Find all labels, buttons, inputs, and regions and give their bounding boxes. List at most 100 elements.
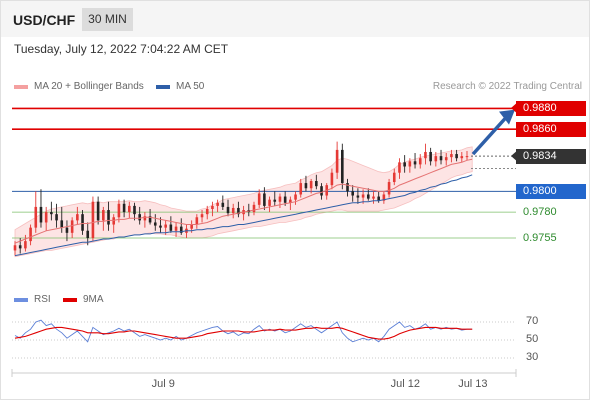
candle-body	[450, 154, 453, 158]
candle-body	[96, 201, 100, 221]
candle-body	[346, 183, 349, 192]
x-tick-label: Jul 13	[458, 378, 488, 390]
level-label-0-9834: 0.9834	[516, 148, 586, 164]
forecast-arrow-shaft	[471, 117, 507, 156]
candle-body	[403, 162, 406, 167]
symbol-title: USD/CHF	[13, 12, 76, 28]
rsi-tick-label: 70	[526, 315, 539, 327]
candle-body	[460, 156, 464, 159]
candle-body	[231, 207, 235, 214]
level-tag-pointer	[511, 148, 519, 163]
candle-body	[133, 205, 136, 215]
candle-body	[18, 245, 22, 249]
candle-body	[226, 206, 230, 214]
ma50-legend-swatch	[156, 85, 170, 89]
rsi-tick-label: 30	[526, 351, 539, 363]
candle-body	[44, 212, 48, 223]
candle-body	[377, 196, 380, 201]
candle-body	[398, 162, 401, 173]
credit-text: Research © 2022 Trading Central	[432, 81, 582, 92]
rsi-ma-legend-swatch	[63, 298, 77, 302]
candle-body	[237, 207, 240, 215]
candle-body	[117, 203, 121, 218]
candle-body	[159, 225, 162, 228]
level-tag-pointer	[511, 100, 519, 115]
candle-body	[169, 224, 173, 231]
candle-body	[107, 210, 110, 225]
candle-body	[283, 196, 287, 203]
candle-body	[127, 205, 131, 213]
candle-body	[418, 158, 422, 165]
candle-body	[143, 216, 147, 221]
candle-body	[24, 241, 27, 249]
ma50-line	[14, 174, 473, 257]
rsi-series-9ma	[14, 326, 473, 340]
ma20-line	[14, 158, 473, 244]
candle-body	[268, 199, 271, 206]
candle-body	[179, 226, 183, 233]
candle-body	[76, 214, 79, 221]
candle-body	[65, 227, 69, 233]
candle-body	[356, 195, 360, 198]
candle-body	[320, 186, 323, 196]
rsi-tick-label: 50	[526, 333, 539, 345]
level-label-0-9800: 0.9800	[516, 183, 586, 199]
candle-body	[439, 156, 443, 161]
candle-body	[60, 220, 64, 228]
candle-body	[122, 203, 126, 213]
candle-body	[55, 214, 58, 221]
candle-body	[174, 226, 178, 231]
level-label-0-9880: 0.9880	[516, 100, 586, 116]
candle-body	[444, 157, 448, 161]
candle-body	[278, 196, 282, 202]
candle-body	[361, 194, 365, 198]
rsi-ma-legend-label: 9MA	[83, 294, 104, 305]
candle-body	[39, 206, 43, 223]
candle-body	[195, 217, 199, 225]
candle-body	[341, 149, 344, 184]
ma20-legend-label: MA 20 + Bollinger Bands	[34, 81, 144, 92]
candle-body	[153, 222, 157, 226]
candle-body	[315, 181, 318, 187]
x-tick-label: Jul 12	[390, 378, 420, 390]
candle-body	[164, 224, 167, 228]
candle-body	[81, 214, 84, 231]
candle-body	[424, 151, 427, 159]
candle-body	[211, 205, 214, 209]
rsi-series-rsi	[14, 319, 473, 343]
candle-body	[294, 194, 297, 200]
candle-body	[372, 196, 375, 199]
candle-body	[429, 151, 432, 162]
candle-body	[351, 191, 355, 196]
candle-body	[216, 202, 219, 206]
candle-body	[387, 182, 391, 195]
candle-body	[190, 224, 193, 229]
candle-body	[252, 204, 256, 213]
candle-body	[330, 172, 334, 186]
candle-body	[335, 149, 339, 173]
candle-body	[257, 193, 261, 205]
candle-body	[221, 202, 225, 207]
candle-body	[299, 183, 303, 195]
candle-body	[413, 161, 417, 165]
candle-body	[263, 193, 266, 206]
candle-body	[366, 194, 370, 199]
candle-body	[29, 227, 32, 242]
candle-body	[50, 212, 53, 215]
rsi-legend-label: RSI	[34, 294, 51, 305]
candle-body	[465, 156, 469, 158]
candle-body	[148, 216, 152, 223]
candle-body	[138, 214, 141, 221]
interval-button[interactable]: 30 MIN	[82, 8, 133, 31]
candle-body	[200, 214, 204, 218]
candle-body	[273, 199, 277, 202]
candle-body	[70, 220, 74, 233]
candle-body	[91, 201, 95, 239]
level-label-0-9755: 0.9755	[523, 231, 557, 244]
candle-body	[304, 183, 308, 189]
x-tick-label: Jul 9	[151, 378, 175, 390]
candle-body	[13, 245, 17, 251]
ma50-legend-label: MA 50	[176, 81, 205, 92]
